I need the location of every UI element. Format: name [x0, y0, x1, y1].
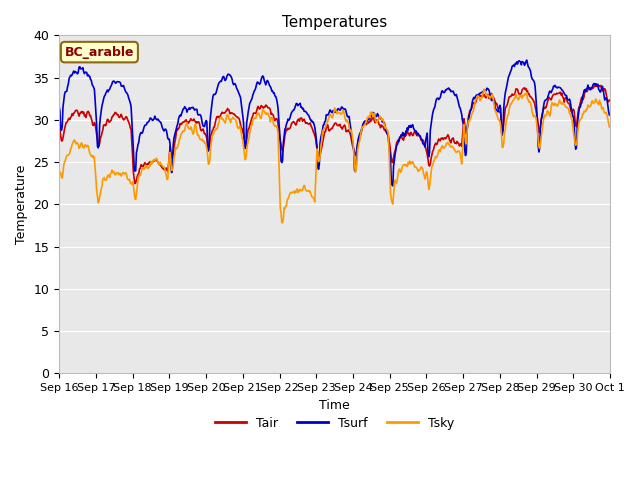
Line: Tsurf: Tsurf: [59, 60, 609, 186]
Tsurf: [122, 89, 129, 95]
Text: BC_arable: BC_arable: [65, 46, 134, 59]
X-axis label: Time: Time: [319, 398, 350, 412]
Tair: [65, 115, 73, 121]
Tsky: [402, 163, 410, 168]
Tsky: [207, 144, 214, 150]
Line: Tair: Tair: [59, 84, 609, 183]
Tsky: [65, 151, 73, 157]
Legend: Tair, Tsurf, Tsky: Tair, Tsurf, Tsky: [210, 412, 460, 435]
Tsurf: [605, 112, 613, 118]
Tair: [131, 180, 139, 186]
Tsurf: [65, 76, 73, 82]
Tsky: [178, 131, 186, 136]
Tair: [207, 131, 215, 137]
Tsky: [481, 86, 488, 92]
Title: Temperatures: Temperatures: [282, 15, 387, 30]
Tair: [592, 82, 600, 87]
Tsky: [418, 165, 426, 170]
Tsurf: [178, 111, 186, 117]
Tair: [605, 97, 613, 103]
Tair: [179, 120, 186, 125]
Tsky: [122, 170, 129, 176]
Tsurf: [55, 103, 63, 109]
Tsky: [605, 124, 613, 130]
Tair: [418, 137, 426, 143]
Tair: [122, 114, 129, 120]
Tsurf: [523, 57, 531, 63]
Tsurf: [402, 128, 410, 134]
Line: Tsky: Tsky: [59, 89, 609, 223]
Tair: [402, 132, 410, 138]
Tair: [55, 122, 63, 128]
Tsurf: [389, 183, 397, 189]
Tsky: [55, 171, 63, 177]
Tsurf: [418, 137, 426, 143]
Tsurf: [207, 112, 214, 118]
Tsky: [278, 220, 285, 226]
Y-axis label: Temperature: Temperature: [15, 165, 28, 244]
